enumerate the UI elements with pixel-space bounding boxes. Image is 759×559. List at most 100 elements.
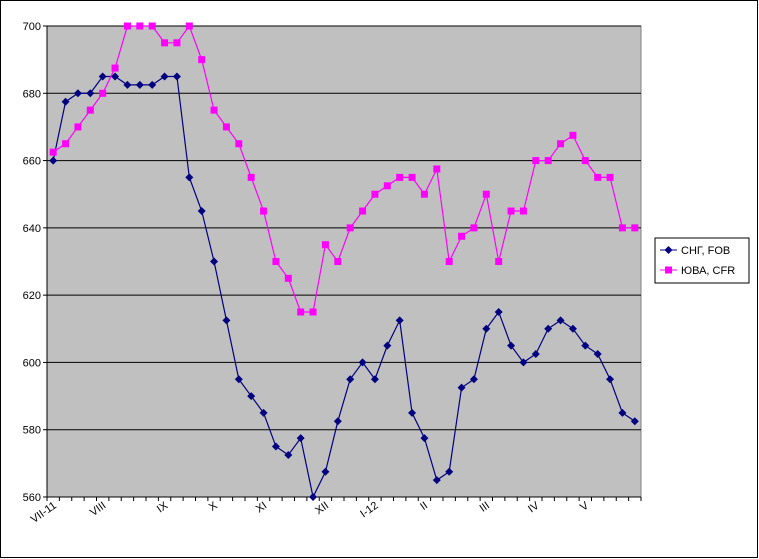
- data-point: [457, 383, 466, 392]
- data-point: [507, 207, 515, 215]
- data-point: [111, 64, 119, 72]
- data-point: [333, 417, 342, 426]
- data-point: [235, 140, 243, 148]
- data-point: [420, 434, 429, 443]
- data-point: [568, 324, 577, 333]
- data-point: [618, 408, 627, 417]
- data-point: [557, 140, 565, 148]
- data-point: [606, 375, 615, 384]
- data-point: [136, 22, 144, 30]
- data-point: [359, 207, 367, 215]
- y-tick-label: 660: [23, 156, 41, 168]
- data-point: [135, 80, 144, 89]
- data-point: [49, 156, 58, 165]
- data-point: [445, 467, 454, 476]
- data-point: [247, 392, 256, 401]
- data-point: [594, 173, 602, 181]
- data-point: [631, 224, 639, 232]
- data-point: [309, 308, 317, 316]
- data-point: [470, 224, 478, 232]
- data-point: [321, 467, 330, 476]
- data-point: [396, 173, 404, 181]
- y-tick-label: 680: [23, 88, 41, 100]
- data-point: [482, 324, 491, 333]
- data-point: [259, 408, 268, 417]
- y-tick-label: 620: [23, 290, 41, 302]
- data-point: [531, 350, 540, 359]
- data-point: [458, 232, 466, 240]
- data-point: [618, 224, 626, 232]
- data-point: [123, 22, 131, 30]
- data-point: [433, 165, 441, 173]
- data-point: [408, 173, 416, 181]
- data-point: [161, 39, 169, 47]
- data-point: [197, 207, 206, 216]
- data-point: [284, 274, 292, 282]
- data-point: [370, 375, 379, 384]
- data-point: [210, 106, 218, 114]
- data-point: [445, 258, 453, 265]
- data-point: [123, 80, 132, 89]
- y-tick-label: 700: [23, 21, 41, 33]
- data-point: [321, 241, 329, 249]
- data-point: [284, 450, 293, 459]
- y-tick-label: 560: [23, 492, 41, 504]
- data-point: [556, 316, 565, 325]
- y-tick-label: 640: [23, 223, 41, 235]
- data-point: [271, 442, 280, 451]
- data-point: [309, 493, 318, 501]
- y-tick-label: 580: [23, 425, 41, 437]
- data-point: [210, 257, 219, 266]
- data-point: [222, 316, 231, 325]
- data-point: [222, 123, 230, 131]
- data-point: [86, 106, 94, 114]
- data-point: [185, 173, 194, 182]
- data-point: [61, 97, 70, 106]
- data-point: [383, 182, 391, 190]
- data-point: [532, 157, 540, 165]
- data-point: [99, 89, 107, 97]
- legend-marker: [665, 266, 672, 274]
- legend-marker: [664, 246, 673, 254]
- data-point: [507, 341, 516, 350]
- data-point: [172, 72, 181, 81]
- data-point: [630, 417, 639, 426]
- data-point: [160, 72, 169, 81]
- y-tick-label: 600: [23, 357, 41, 369]
- data-point: [234, 375, 243, 384]
- legend-box: [654, 237, 750, 284]
- legend-label: СНГ, FOB: [681, 245, 730, 257]
- data-point: [581, 341, 590, 350]
- data-point: [593, 350, 602, 359]
- data-point: [49, 148, 57, 156]
- data-point: [519, 207, 527, 215]
- data-point: [334, 258, 342, 265]
- legend-label: ЮВА, CFR: [681, 265, 735, 277]
- data-point: [581, 157, 589, 165]
- data-point: [272, 258, 280, 265]
- data-point: [371, 190, 379, 198]
- data-point: [62, 140, 70, 148]
- data-point: [148, 22, 156, 30]
- data-point: [519, 358, 528, 367]
- data-point: [569, 131, 577, 139]
- data-point: [346, 224, 354, 232]
- data-point: [148, 80, 157, 89]
- data-point: [469, 375, 478, 384]
- data-point: [395, 316, 404, 325]
- data-point: [495, 258, 503, 265]
- data-point: [544, 324, 553, 333]
- data-point: [86, 89, 95, 98]
- data-point: [185, 22, 193, 30]
- data-point: [260, 207, 268, 215]
- data-point: [74, 123, 82, 131]
- data-point: [482, 190, 490, 198]
- data-point: [198, 56, 206, 64]
- data-point: [296, 434, 305, 443]
- data-point: [408, 408, 417, 417]
- data-point: [383, 341, 392, 350]
- data-point: [247, 173, 255, 181]
- data-point: [494, 307, 503, 316]
- data-point: [73, 89, 82, 98]
